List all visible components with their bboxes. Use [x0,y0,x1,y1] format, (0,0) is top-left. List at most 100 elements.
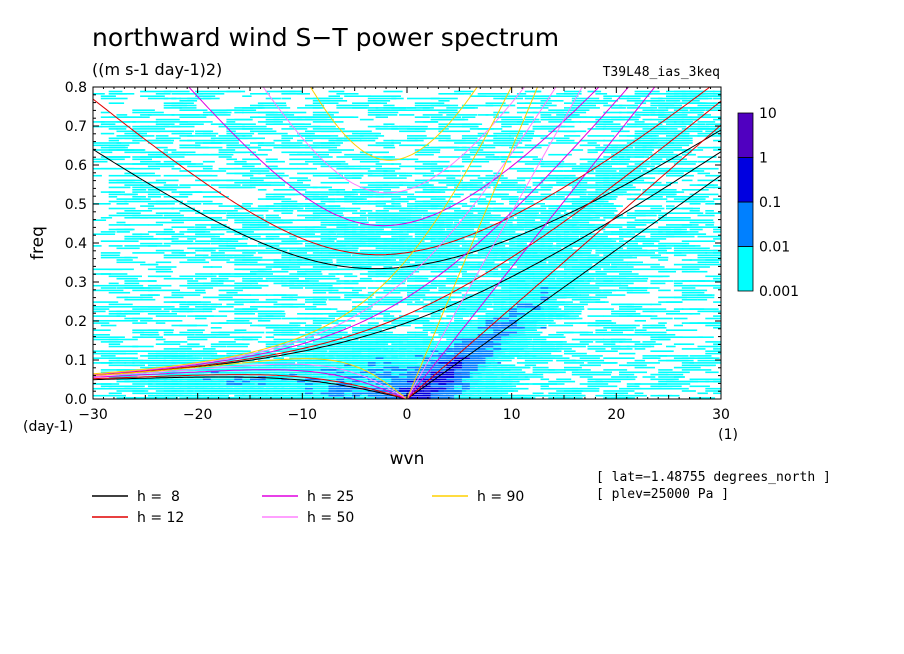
heatmap-cell [265,111,278,114]
heatmap-cell [650,93,679,95]
heatmap-cell [587,186,602,189]
heatmap-cell [509,291,524,294]
heatmap-cell [250,385,263,388]
heatmap-cell [532,310,545,313]
heatmap-cell [147,167,160,170]
heatmap-cell [399,298,421,301]
colorbar-label: 0.001 [759,284,799,300]
heatmap-cell [650,193,675,196]
heatmap-cell [564,261,586,264]
heatmap-cell [391,107,407,109]
heatmap-cell [210,345,226,348]
heatmap-cell [697,336,714,338]
heatmap-cell [367,114,381,116]
heatmap-cell [320,233,337,235]
heatmap-cell [642,132,667,135]
heatmap-cell [328,191,340,193]
heatmap-cell [501,266,510,268]
heatmap-cell [320,247,348,250]
heatmap-cell [210,306,220,308]
heatmap-cell [634,135,647,137]
heatmap-cell [116,380,130,383]
heatmap-cell [147,334,160,336]
heatmap-cell [516,170,541,172]
heatmap-cell [312,291,327,294]
heatmap-cell [399,315,419,317]
heatmap-cell [312,217,337,219]
heatmap-cell [697,345,718,348]
heatmap-cell [532,322,556,324]
heatmap-cell [155,315,187,317]
heatmap-cell [485,104,516,107]
heatmap-cell [414,284,427,287]
heatmap-cell [509,200,519,203]
heatmap-cell [516,275,530,278]
heatmap-cell [501,181,518,184]
heatmap-cell [187,153,209,156]
heatmap-cell [218,357,252,359]
colorbar-swatch [737,112,754,158]
heatmap-cell [289,231,313,233]
heatmap-cell [689,203,701,205]
heatmap-cell [344,217,355,219]
heatmap-cell [705,174,721,177]
heatmap-cell [155,203,167,205]
heatmap-cell [218,341,236,343]
colorbar-swatch [737,246,754,292]
heatmap-cell [697,235,721,238]
heatmap-cell [438,181,462,184]
heatmap-cell [564,310,574,313]
heatmap-cell [124,362,135,364]
heatmap-cell [564,235,579,238]
heatmap-cell [658,268,668,271]
heatmap-cell [634,100,666,102]
heatmap-cell [399,273,413,275]
heatmap-cell [477,128,495,130]
heatmap-cell [579,144,601,147]
heatmap-cell [454,320,472,322]
heatmap-cell [611,177,639,179]
heatmap-cell [108,268,134,271]
heatmap-cell [328,231,357,233]
heatmap-cell [367,125,380,128]
heatmap-cell [250,93,270,95]
heatmap-cell [540,198,569,200]
heatmap-cell [493,252,506,254]
heatmap-cell [391,128,420,130]
heatmap-cell [226,186,256,189]
heatmap-cell [195,228,217,231]
heatmap-cell [312,308,331,310]
heatmap-cell [93,387,106,390]
heatmap-cell [140,217,167,219]
heatmap-cell [697,254,721,257]
heatmap-cell [93,160,108,163]
heatmap-cell [93,284,125,287]
heatmap-cell [509,352,519,355]
heatmap-cell [634,156,650,158]
heatmap-cell [540,266,566,268]
heatmap-cell [454,189,484,191]
heatmap-cell [328,235,338,238]
heatmap-cell [124,181,147,184]
heatmap-cell [155,397,169,399]
heatmap-cell [532,392,544,395]
heatmap-cell [234,301,256,303]
heatmap-cell [556,181,574,184]
heatmap-cell [391,261,410,264]
heatmap-cell [556,315,579,317]
heatmap-cell [250,181,279,184]
heatmap-cell [548,177,558,179]
heatmap-cell [454,308,465,310]
heatmap-cell [532,177,545,179]
heatmap-cell [391,355,406,357]
heatmap-cell [108,362,126,364]
heatmap-cell [195,315,228,317]
heatmap-cell [171,369,183,371]
heatmap-cell [705,128,718,130]
heatmap-cell [642,137,657,140]
heatmap-cell [509,366,531,369]
heatmap-cell [461,322,488,324]
heatmap-cell [242,252,256,254]
colorbar-swatch [737,157,754,203]
heatmap-cell [195,306,217,308]
